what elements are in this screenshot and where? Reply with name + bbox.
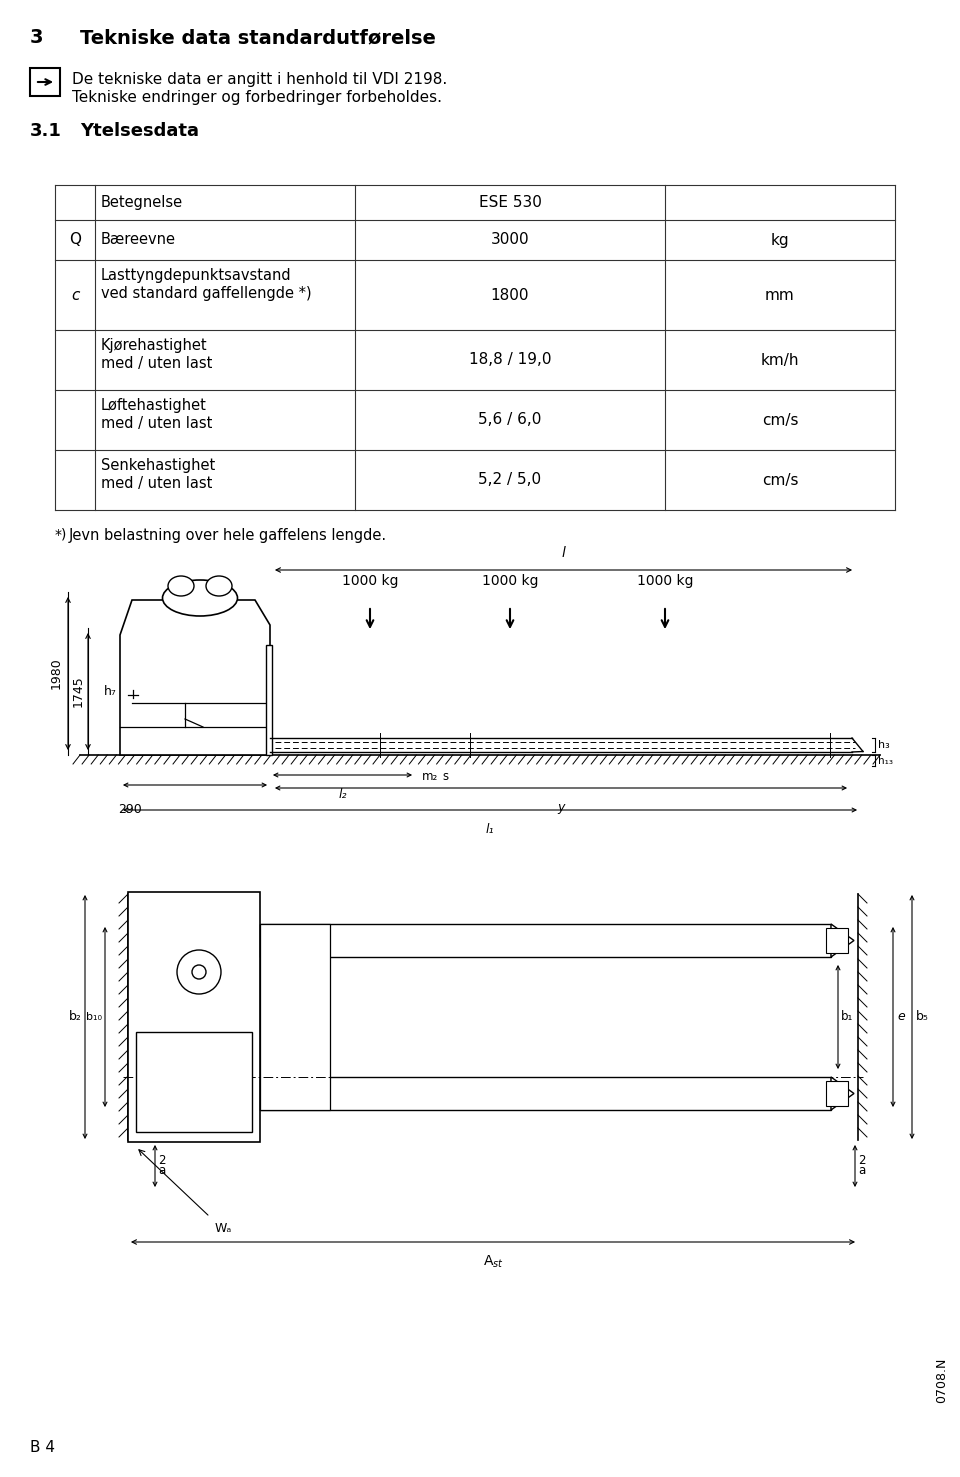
Text: 1000 kg: 1000 kg [342,575,398,588]
Bar [260,925,330,1111]
Ellipse shape [206,576,232,597]
Text: h₃: h₃ [878,740,890,750]
Text: med / uten last: med / uten last [101,476,212,490]
Text: med / uten last: med / uten last [101,356,212,371]
Text: 1000 kg: 1000 kg [636,575,693,588]
Bar [30,68,60,96]
Text: 3000: 3000 [491,232,529,248]
Circle shape [192,964,206,979]
Text: Lasttyngdepunktsavstand: Lasttyngdepunktsavstand [101,267,292,284]
Bar [128,892,260,1142]
Bar [826,928,848,953]
Text: Ytelsesdata: Ytelsesdata [80,123,199,140]
Text: med / uten last: med / uten last [101,417,212,431]
Text: ved standard gaffellengde *): ved standard gaffellengde *) [101,287,312,301]
Text: l₂: l₂ [338,789,347,801]
Text: mm: mm [765,288,795,303]
Text: km/h: km/h [760,353,800,368]
Text: 18,8 / 19,0: 18,8 / 19,0 [468,353,551,368]
Text: b₁: b₁ [841,1010,853,1024]
Text: Betegnelse: Betegnelse [101,195,183,210]
Text: Tekniske endringer og forbedringer forbeholdes.: Tekniske endringer og forbedringer forbe… [72,90,442,105]
Polygon shape [831,1077,854,1111]
Bar [260,925,831,957]
Text: Løftehastighet: Løftehastighet [101,397,206,414]
Circle shape [177,950,221,994]
Text: 1800: 1800 [491,288,529,303]
Text: 1980: 1980 [50,657,63,690]
Polygon shape [120,600,270,755]
Text: Bæreevne: Bæreevne [101,232,176,248]
Text: A$_{st}$: A$_{st}$ [483,1254,503,1270]
Text: e: e [897,1010,904,1024]
Text: h₇: h₇ [104,685,117,699]
Text: Senkehastighet: Senkehastighet [101,458,215,473]
Text: y: y [558,801,564,814]
Text: ESE 530: ESE 530 [479,195,541,210]
Text: cm/s: cm/s [761,412,799,427]
Text: b₂: b₂ [69,1010,82,1024]
Text: 1745: 1745 [72,675,85,707]
Text: cm/s: cm/s [761,473,799,487]
Text: *): *) [55,527,67,542]
Text: 1000 kg: 1000 kg [482,575,539,588]
Text: a: a [158,1164,165,1177]
Text: kg: kg [771,232,789,248]
Text: c: c [71,288,79,303]
Bar [826,1081,848,1106]
Text: 0708.N: 0708.N [935,1357,948,1403]
Text: De tekniske data er angitt i henhold til VDI 2198.: De tekniske data er angitt i henhold til… [72,72,447,87]
Bar [266,645,272,755]
Text: Wₐ: Wₐ [215,1221,232,1235]
Polygon shape [831,925,854,957]
Text: a: a [858,1164,865,1177]
Ellipse shape [162,580,237,616]
Bar [260,1077,831,1111]
Text: 2: 2 [858,1154,866,1167]
Text: b₅: b₅ [916,1010,929,1024]
Text: Jevn belastning over hele gaffelens lengde.: Jevn belastning over hele gaffelens leng… [69,527,387,544]
Text: Q: Q [69,232,81,248]
Text: h₁₃: h₁₃ [878,756,893,765]
Text: m₂: m₂ [422,770,439,783]
Bar [136,1032,252,1131]
Text: B 4: B 4 [30,1440,55,1455]
Text: 3.1: 3.1 [30,123,61,140]
Text: b₁₀: b₁₀ [86,1012,102,1022]
Text: s: s [442,770,448,783]
Ellipse shape [168,576,194,597]
Text: 3: 3 [30,28,43,47]
Text: 5,2 / 5,0: 5,2 / 5,0 [478,473,541,487]
Text: l₁: l₁ [486,823,494,836]
Text: l: l [562,546,565,560]
Text: 5,6 / 6,0: 5,6 / 6,0 [478,412,541,427]
Text: Kjørehastighet: Kjørehastighet [101,338,207,353]
Text: 290: 290 [118,803,142,815]
Text: Tekniske data standardutførelse: Tekniske data standardutførelse [80,28,436,47]
Text: 2: 2 [158,1154,165,1167]
